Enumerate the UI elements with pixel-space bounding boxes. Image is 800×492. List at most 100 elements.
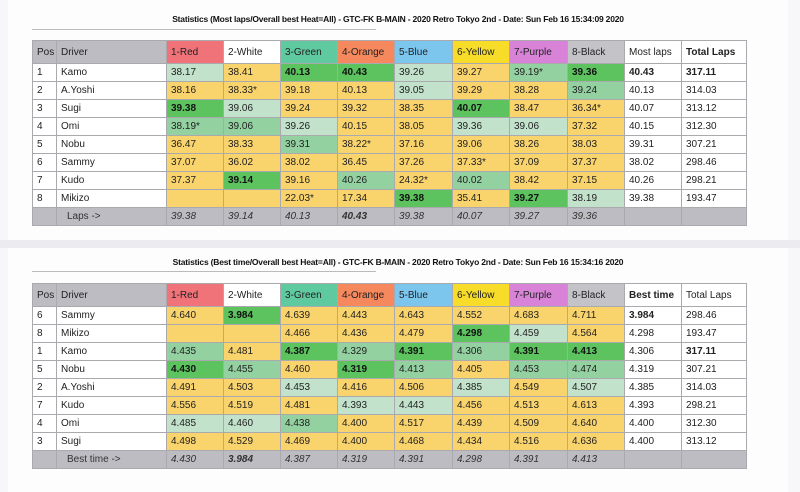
pos-cell: 2: [32, 81, 57, 100]
footer-lane-best-blue: 4.391: [394, 450, 453, 469]
lane-cell-yellow: 4.405: [452, 360, 510, 379]
footer-label: Best time ->: [56, 450, 167, 469]
lane-cell-red: 38.19*: [166, 117, 224, 136]
lane-cell-green: 4.466: [280, 324, 338, 343]
lane-cell-yellow: 39.36: [452, 117, 510, 136]
lane-cell-black: 4.711: [567, 306, 625, 325]
report-title-best-time: Statistics (Best time/Overall best Heat=…: [172, 257, 624, 267]
pos-cell: 1: [32, 63, 57, 82]
lane-cell-green: 4.639: [280, 306, 338, 325]
lane-cell-white: 4.455: [223, 360, 281, 379]
total-laps-cell: 298.46: [681, 306, 747, 325]
lane-cell-green: 4.438: [280, 414, 338, 433]
lane-cell-green: 4.453: [280, 378, 338, 397]
column-header-3-green: 3-Green: [280, 283, 338, 307]
lane-cell-blue: 4.468: [394, 432, 453, 451]
column-header-1-red: 1-Red: [166, 40, 224, 64]
pos-cell: 1: [32, 342, 57, 361]
pos-cell: 2: [32, 378, 57, 397]
lane-cell-white: 39.14: [223, 171, 281, 190]
lane-cell-white: 38.41: [223, 63, 281, 82]
lane-cell-orange: 4.416: [337, 378, 395, 397]
column-header-6-yellow: 6-Yellow: [452, 40, 510, 64]
driver-cell: Sugi: [56, 99, 167, 118]
lane-cell-orange: 4.329: [337, 342, 395, 361]
lane-cell-yellow: 4.385: [452, 378, 510, 397]
lane-cell-white: 4.460: [223, 414, 281, 433]
lane-cell-blue: 4.643: [394, 306, 453, 325]
table-row: 1 Kamo 38.17 38.41 40.13 40.43 39.26 39.27 39.19…: [32, 63, 747, 82]
lane-cell-blue: 24.32*: [394, 171, 453, 190]
report-title-most-laps: Statistics (Most laps/Overall best Heat=…: [172, 14, 624, 24]
column-header-best-time: Best time: [624, 283, 682, 307]
lane-cell-red: 4.640: [166, 306, 224, 325]
pos-cell: 8: [32, 324, 57, 343]
lane-cell-purple: 38.47: [509, 99, 568, 118]
column-header-6-yellow: 6-Yellow: [452, 283, 510, 307]
lane-cell-purple: 38.26: [509, 135, 568, 154]
column-header-2-white: 2-White: [223, 40, 281, 64]
lane-cell-purple: 38.42: [509, 171, 568, 190]
lane-cell-purple: 4.509: [509, 414, 568, 433]
lane-cell-purple: 4.549: [509, 378, 568, 397]
lane-cell-blue: 38.35: [394, 99, 453, 118]
driver-cell: A.Yoshi: [56, 378, 167, 397]
lane-cell-purple: 4.683: [509, 306, 568, 325]
column-header-1-red: 1-Red: [166, 283, 224, 307]
column-header-5-blue: 5-Blue: [394, 283, 453, 307]
lane-cell-orange: 4.436: [337, 324, 395, 343]
lane-cell-black: 37.37: [567, 153, 625, 172]
lane-cell-purple: 37.09: [509, 153, 568, 172]
footer-label: Laps ->: [56, 207, 167, 226]
driver-cell: Kamo: [56, 63, 167, 82]
total-laps-cell: 313.12: [681, 432, 747, 451]
pos-cell: 3: [32, 99, 57, 118]
column-header-driver: Driver: [56, 283, 167, 307]
lane-cell-red: 4.430: [166, 360, 224, 379]
column-header-8-black: 8-Black: [567, 283, 625, 307]
total-laps-cell: 298.21: [681, 396, 747, 415]
table-row: 2 A.Yoshi 4.491 4.503 4.453 4.416 4.506 4.385 4.…: [32, 378, 747, 397]
best-time-cell: 4.385: [624, 378, 682, 397]
driver-cell: Omi: [56, 414, 167, 433]
lane-cell-green: 4.460: [280, 360, 338, 379]
table-row: 3 Sugi 39.38 39.06 39.24 39.32 38.35 40.07 38.47…: [32, 99, 747, 118]
lane-cell-blue: 37.16: [394, 135, 453, 154]
table-row: 6 Sammy 4.640 3.984 4.639 4.443 4.643 4.552 4.68…: [32, 306, 747, 325]
column-header-5-blue: 5-Blue: [394, 40, 453, 64]
most-laps-cell: 38.02: [624, 153, 682, 172]
lane-cell-red: [166, 189, 224, 208]
lane-cell-black: 36.34*: [567, 99, 625, 118]
lane-cell-red: 4.498: [166, 432, 224, 451]
lane-cell-orange: 39.32: [337, 99, 395, 118]
lane-cell-purple: 39.27: [509, 189, 568, 208]
lane-cell-white: 4.519: [223, 396, 281, 415]
column-header-pos: Pos: [32, 283, 57, 307]
lane-cell-yellow: 39.27: [452, 63, 510, 82]
lane-cell-orange: 4.400: [337, 432, 395, 451]
table-row: 3 Sugi 4.498 4.529 4.469 4.400 4.468 4.434 4.516…: [32, 432, 747, 451]
driver-cell: Sammy: [56, 306, 167, 325]
lane-cell-yellow: 35.41: [452, 189, 510, 208]
lane-cell-blue: 4.443: [394, 396, 453, 415]
footer-empty-cell: [624, 207, 682, 226]
lane-cell-white: 4.503: [223, 378, 281, 397]
lane-cell-white: [223, 324, 281, 343]
total-laps-cell: 307.21: [681, 135, 747, 154]
lane-cell-red: 37.07: [166, 153, 224, 172]
lane-cell-red: 38.16: [166, 81, 224, 100]
best-time-cell: 3.984: [624, 306, 682, 325]
lane-cell-red: 39.38: [166, 99, 224, 118]
lane-cell-white: 39.06: [223, 99, 281, 118]
lane-cell-black: 38.03: [567, 135, 625, 154]
lane-cell-red: 4.491: [166, 378, 224, 397]
lane-cell-orange: 40.43: [337, 63, 395, 82]
best-time-cell: 4.306: [624, 342, 682, 361]
best-time-cell: 4.400: [624, 432, 682, 451]
footer-lane-best-white: 39.14: [223, 207, 281, 226]
lane-cell-green: 4.387: [280, 342, 338, 361]
footer-lane-best-green: 4.387: [280, 450, 338, 469]
lane-cell-white: 4.481: [223, 342, 281, 361]
lane-cell-white: 4.529: [223, 432, 281, 451]
pos-cell: 4: [32, 414, 57, 433]
